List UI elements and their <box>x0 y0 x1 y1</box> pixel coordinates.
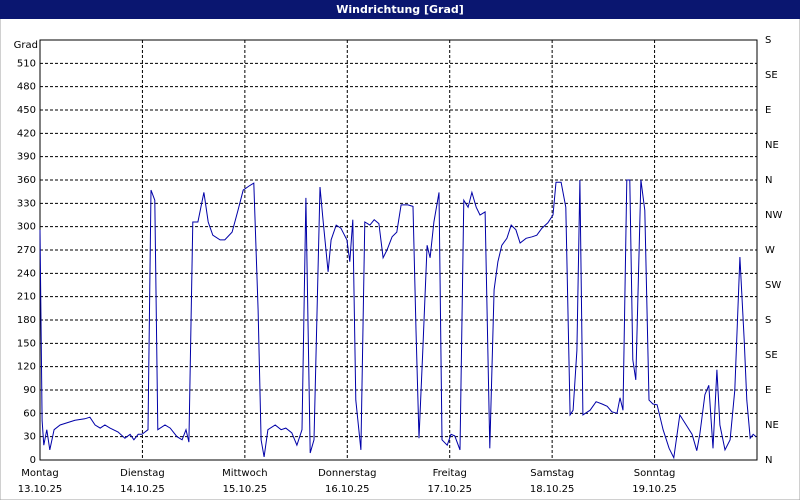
x-tick-label: Mittwoch <box>222 468 267 479</box>
y2-tick-label: NE <box>765 140 779 151</box>
x-tick-label: Sonntag <box>634 468 676 479</box>
y-tick-label: 330 <box>17 198 36 209</box>
x-tick-date: 18.10.25 <box>530 484 575 495</box>
y2-tick-label: SE <box>765 70 778 81</box>
y2-tick-label: N <box>765 455 772 466</box>
y2-tick-label: SW <box>765 280 781 291</box>
y-tick-label: 360 <box>17 175 36 186</box>
y2-tick-label: NE <box>765 420 779 431</box>
x-tick-date: 16.10.25 <box>325 484 370 495</box>
y-tick-label: 480 <box>17 82 36 93</box>
x-tick-label: Samstag <box>530 468 574 479</box>
y-tick-label: 270 <box>17 245 36 256</box>
y-tick-label: 450 <box>17 105 36 116</box>
x-tick-date: 14.10.25 <box>120 484 165 495</box>
y-tick-label: 150 <box>17 338 36 349</box>
data-line <box>39 179 757 460</box>
y-tick-label: 30 <box>23 432 36 443</box>
y-tick-label: 420 <box>17 128 36 139</box>
x-tick-label: Donnerstag <box>318 468 376 479</box>
y2-tick-label: NW <box>765 210 782 221</box>
y2-tick-label: W <box>765 245 775 256</box>
x-tick-date: 17.10.25 <box>427 484 472 495</box>
y2-tick-label: E <box>765 105 771 116</box>
y-axis-label: Grad <box>14 40 38 51</box>
y-tick-label: 300 <box>17 222 36 233</box>
y-tick-label: 60 <box>23 408 36 419</box>
y-tick-label: 180 <box>17 315 36 326</box>
x-tick-label: Montag <box>21 468 58 479</box>
y2-tick-label: SE <box>765 350 778 361</box>
title-bar <box>0 0 800 19</box>
x-tick-label: Dienstag <box>120 468 165 479</box>
y-tick-label: 390 <box>17 152 36 163</box>
x-tick-date: 19.10.25 <box>632 484 677 495</box>
x-tick-date: 13.10.25 <box>18 484 63 495</box>
y-tick-label: 0 <box>30 455 36 466</box>
y-tick-label: 210 <box>17 292 36 303</box>
y-tick-label: 510 <box>17 58 36 69</box>
y-tick-label: 120 <box>17 362 36 373</box>
chart-title: Windrichtung [Grad] <box>336 3 464 16</box>
y-tick-label: 90 <box>23 385 36 396</box>
y2-tick-label: N <box>765 175 772 186</box>
y-tick-label: 240 <box>17 268 36 279</box>
y2-tick-label: S <box>765 35 771 46</box>
x-tick-label: Freitag <box>433 468 467 479</box>
y2-tick-label: S <box>765 315 771 326</box>
x-tick-date: 15.10.25 <box>223 484 268 495</box>
y2-tick-label: E <box>765 385 771 396</box>
